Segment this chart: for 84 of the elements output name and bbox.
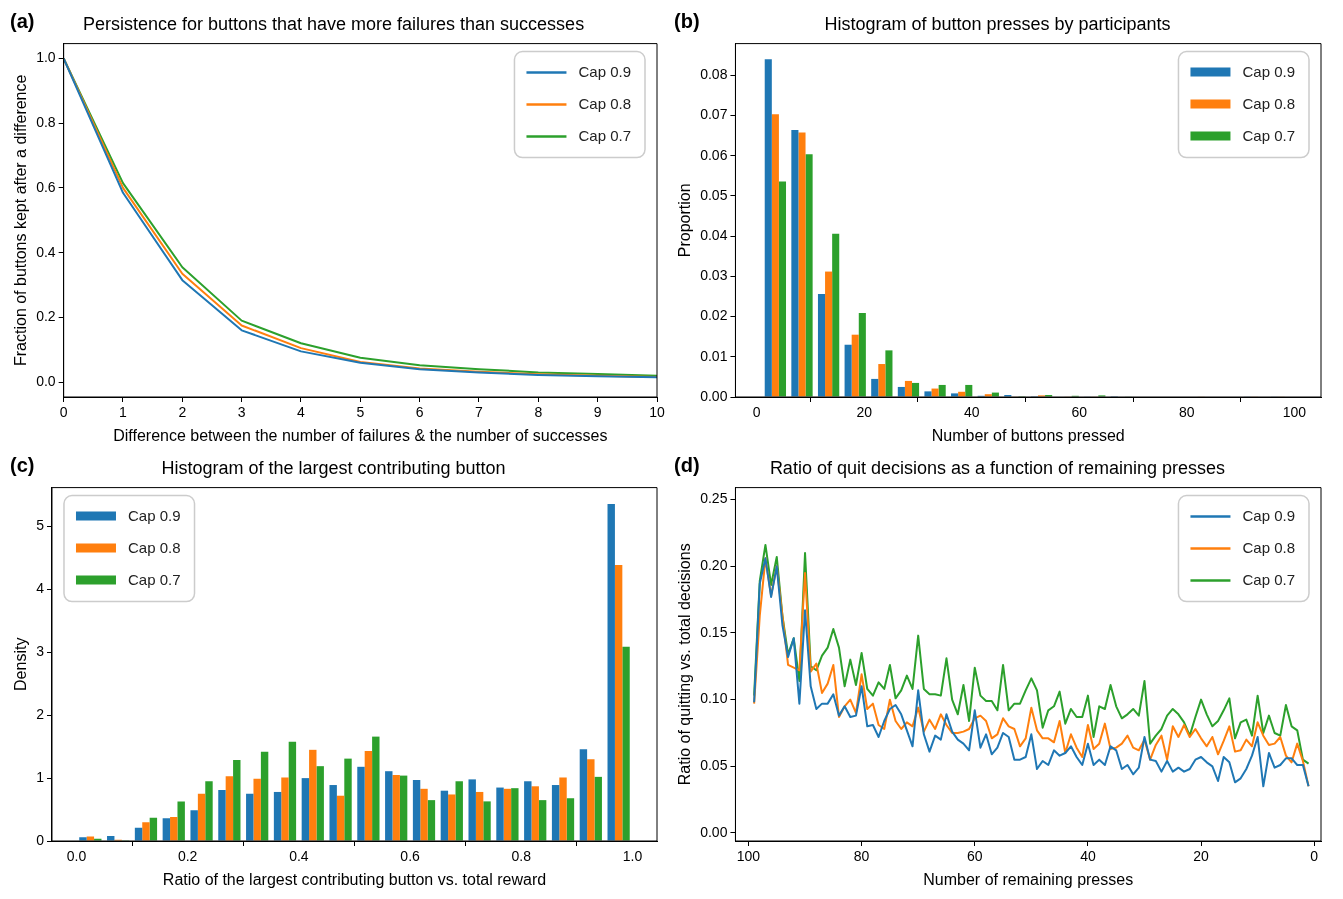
x-tick-label: 20: [1193, 848, 1210, 865]
y-tick-label: 0.06: [700, 146, 728, 163]
legend-label: Cap 0.7: [1242, 570, 1296, 588]
chart-title: Persistence for buttons that have more failures than successes: [82, 13, 585, 34]
y-tick-label: 0.00: [700, 823, 728, 840]
x-axis-title: Number of buttons pressed: [931, 426, 1125, 444]
x-axis-title: Ratio of the largest contributing button vs. total reward: [162, 870, 547, 888]
y-tick-label: 0.05: [700, 757, 728, 774]
text: (c): [10, 453, 35, 476]
legend-label: Cap 0.7: [578, 126, 632, 144]
text: (b): [674, 9, 700, 32]
y-tick-label: 3: [36, 643, 45, 660]
x-tick-label: 2: [178, 404, 187, 421]
chart-title: Ratio of quit decisions as a function of remaining presses: [769, 457, 1226, 478]
y-tick-label: 0.02: [700, 307, 728, 324]
y-tick-label: 2: [36, 706, 45, 723]
x-tick-label: 0.8: [511, 848, 532, 865]
x-tick-label: 80: [1179, 404, 1195, 421]
legend-label: Cap 0.7: [127, 570, 181, 588]
x-tick-label: 60: [966, 848, 983, 865]
y-tick-label: 1: [36, 768, 45, 785]
x-tick-label: 3: [237, 404, 246, 421]
legend-label: Cap 0.8: [1242, 538, 1296, 556]
x-axis-title: Difference between the number of failures & the number of successes: [113, 426, 608, 444]
legend-label: Cap 0.9: [1242, 62, 1296, 80]
y-tick-label: 0.25: [700, 490, 728, 507]
legend-label: Cap 0.8: [127, 538, 181, 556]
legend-label: Cap 0.9: [1242, 506, 1296, 524]
x-tick-label: 80: [853, 848, 870, 865]
x-tick-label: 1: [119, 404, 128, 421]
y-tick-label: 0.4: [36, 243, 56, 260]
y-axis-title: Density: [12, 637, 30, 691]
y-tick-label: 5: [36, 517, 45, 534]
legend-label: Cap 0.9: [127, 506, 181, 524]
x-axis-title: Number of remaining presses: [923, 870, 1134, 888]
x-tick-label: 0: [1310, 848, 1319, 865]
x-tick-label: 100: [736, 848, 761, 865]
y-tick-label: 4: [36, 580, 45, 597]
legend-label: Cap 0.9: [578, 62, 632, 80]
y-axis-title: Fraction of buttons kept after a difference: [12, 74, 30, 367]
y-tick-label: 0.8: [36, 114, 56, 131]
y-tick-label: 0.6: [36, 178, 56, 195]
x-tick-label: 4: [297, 404, 306, 421]
x-tick-label: 20: [856, 404, 873, 421]
y-tick-label: 0.10: [700, 690, 728, 707]
y-tick-label: 0.03: [700, 267, 728, 284]
x-tick-label: 0: [59, 404, 68, 421]
x-tick-label: 40: [963, 404, 980, 421]
x-tick-label: 40: [1080, 848, 1096, 865]
x-tick-label: 8: [534, 404, 543, 421]
x-tick-label: 0.4: [289, 848, 309, 865]
legend-label: Cap 0.8: [578, 94, 632, 112]
x-tick-label: 0.0: [66, 848, 87, 865]
y-tick-label: 0.2: [36, 308, 56, 325]
y-tick-label: 0.05: [700, 186, 728, 203]
y-tick-label: 0.07: [700, 106, 728, 123]
y-tick-label: 0.20: [700, 557, 728, 574]
y-tick-label: 0: [36, 831, 45, 848]
legend-label: Cap 0.7: [1242, 126, 1296, 144]
x-tick-label: 60: [1071, 404, 1088, 421]
chart-title: Histogram of the largest contributing button: [161, 457, 506, 478]
x-tick-label: 9: [593, 404, 602, 421]
y-tick-label: 0.0: [36, 372, 56, 389]
x-tick-label: 5: [356, 404, 365, 421]
x-tick-label: 100: [1282, 404, 1307, 421]
y-tick-label: 0.01: [700, 347, 728, 364]
y-tick-label: 0.08: [700, 66, 728, 83]
x-tick-label: 0.6: [400, 848, 421, 865]
y-tick-label: 1.0: [36, 49, 56, 66]
x-tick-label: 6: [415, 404, 424, 421]
chart-title: Histogram of button presses by participants: [824, 13, 1171, 34]
y-tick-label: 0.00: [700, 387, 728, 404]
y-axis-title: Ratio of quitting vs. total decisions: [676, 543, 694, 786]
x-tick-label: 7: [475, 404, 484, 421]
text: (a): [10, 9, 35, 32]
x-tick-label: 1.0: [622, 848, 643, 865]
y-axis-title: Proportion: [676, 183, 694, 258]
y-tick-label: 0.04: [700, 227, 728, 244]
y-tick-label: 0.15: [700, 623, 728, 640]
legend-label: Cap 0.8: [1242, 94, 1296, 112]
x-tick-label: 10: [649, 404, 665, 421]
x-tick-label: 0.2: [177, 848, 198, 865]
text: (d): [674, 453, 700, 476]
x-tick-label: 0: [752, 404, 761, 421]
